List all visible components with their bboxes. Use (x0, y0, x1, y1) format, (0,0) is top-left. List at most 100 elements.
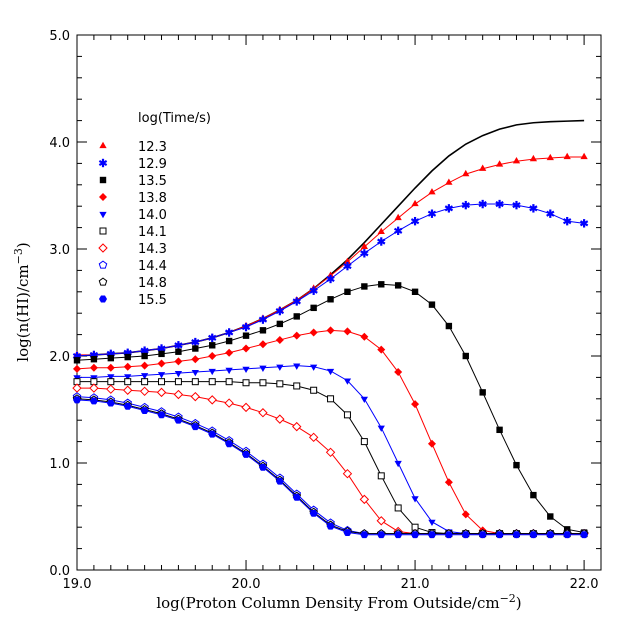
data-point (462, 169, 470, 177)
data-point (275, 335, 284, 344)
data-point (327, 296, 334, 303)
data-point (258, 315, 268, 324)
data-point (191, 369, 199, 377)
data-point (445, 322, 453, 330)
data-point (72, 383, 82, 393)
data-point (107, 378, 115, 386)
data-point (326, 271, 335, 278)
data-point (411, 288, 419, 295)
data-point (546, 153, 554, 161)
series-line (76, 329, 585, 535)
data-point (259, 327, 267, 334)
data-point (98, 243, 108, 253)
data-point (208, 333, 217, 343)
series-layer (72, 119, 589, 539)
data-point (99, 176, 107, 184)
data-point (242, 450, 251, 458)
data-point (225, 440, 234, 448)
data-point (190, 391, 201, 402)
data-point (140, 361, 149, 370)
data-point (411, 496, 419, 503)
series (73, 396, 589, 539)
data-point (174, 416, 183, 424)
data-point (546, 531, 555, 539)
data-point (157, 411, 166, 419)
data-point (394, 213, 402, 221)
data-point (124, 378, 132, 386)
series-markers (73, 396, 589, 539)
data-point (394, 504, 402, 512)
data-point (156, 387, 167, 398)
data-point (309, 509, 318, 517)
data-point (444, 204, 454, 213)
data-point (106, 363, 115, 372)
data-point (157, 359, 166, 368)
data-point (241, 402, 251, 413)
data-point (209, 342, 216, 349)
data-point (343, 378, 352, 385)
data-point (360, 396, 368, 403)
legend-label: 12.9 (138, 157, 167, 172)
data-point (90, 356, 98, 363)
data-point (207, 395, 217, 405)
data-point (275, 306, 285, 316)
data-point (326, 326, 335, 335)
y-tick-label: 2.0 (49, 350, 70, 365)
data-point (360, 531, 369, 539)
data-point (445, 178, 453, 185)
data-point (444, 478, 453, 487)
data-point (275, 414, 285, 424)
data-point (512, 157, 521, 164)
data-point (546, 209, 555, 218)
series-line (76, 283, 585, 534)
legend-label: 13.5 (138, 174, 167, 189)
legend-label: 15.5 (138, 293, 167, 308)
legend-entry: 14.8 (98, 276, 167, 291)
data-point (309, 328, 318, 337)
legend-entry: 14.3 (98, 242, 167, 257)
data-point (98, 260, 108, 269)
legend-entry: 14.4 (98, 259, 167, 274)
data-point (394, 460, 402, 468)
series (72, 392, 589, 538)
data-point (479, 164, 487, 171)
y-tick-label: 0.0 (49, 564, 70, 579)
data-point (208, 430, 217, 438)
series-markers (72, 383, 589, 539)
data-point (292, 297, 301, 306)
data-point (140, 373, 149, 380)
x-axis-title-sup: −2 (500, 592, 516, 605)
series (72, 383, 589, 539)
data-point (444, 531, 453, 539)
data-point (175, 348, 182, 355)
data-point (411, 400, 420, 409)
data-point (242, 366, 250, 374)
data-point (326, 274, 335, 284)
data-point (427, 439, 436, 448)
data-point (225, 337, 233, 345)
data-point (191, 355, 200, 364)
data-point (123, 385, 133, 395)
series-markers (72, 392, 589, 538)
data-point (241, 322, 251, 332)
data-point (293, 313, 300, 320)
data-point (73, 364, 81, 373)
axis-tick-labels: 19.0 20.0 21.0 22.0 0.0 1.0 2.0 3.0 4.0 5.0 (49, 29, 598, 592)
x-tick-label: 22.0 (570, 577, 599, 592)
data-point (411, 531, 420, 539)
y-axis-title: log(n(HI)/cm−3) (12, 242, 32, 361)
data-point (89, 363, 98, 372)
data-point (513, 461, 520, 469)
data-point (428, 301, 436, 308)
data-point (461, 531, 470, 539)
data-point (99, 193, 107, 201)
legend-entry: 13.5 (99, 174, 167, 189)
data-point (99, 211, 107, 219)
data-point (224, 398, 234, 408)
legend-entry: 14.0 (99, 208, 167, 223)
data-point (393, 226, 403, 236)
data-point (359, 494, 370, 505)
data-point (530, 491, 537, 499)
data-point (208, 378, 216, 386)
